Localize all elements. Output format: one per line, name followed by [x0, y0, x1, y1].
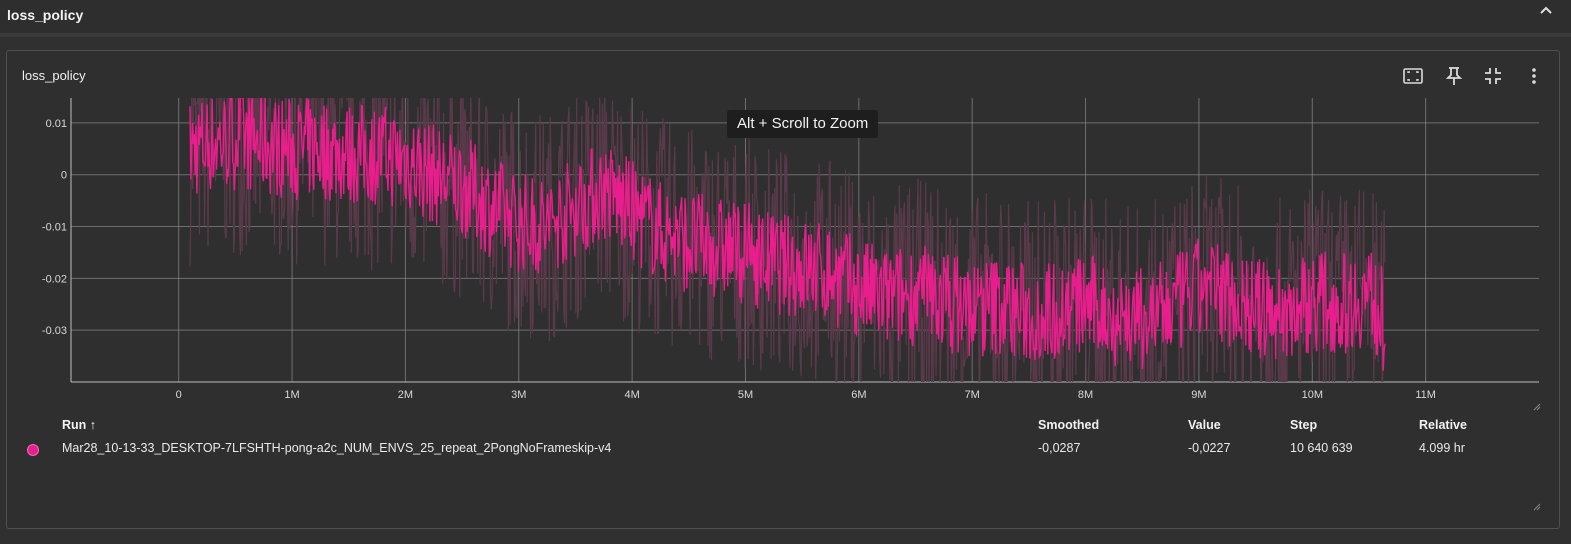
table-header-step[interactable]: Step: [1290, 418, 1318, 432]
run-relative: 4.099 hr: [1419, 441, 1465, 455]
x-tick-label: 8M: [1078, 389, 1093, 401]
resize-handle-icon[interactable]: [1533, 503, 1541, 511]
table-header-run[interactable]: Run ↑: [62, 418, 97, 432]
collapse-icon[interactable]: [1482, 65, 1504, 87]
x-tick-label: 0: [176, 389, 182, 401]
raw-series-line: [189, 98, 1386, 382]
x-tick-label: 1M: [284, 389, 299, 401]
scalar-card: loss_policy 0.01 0 -0.01 -0.02 -0.03 0 1M 2M 3M 4…: [6, 50, 1560, 529]
y-tick-label: 0: [61, 170, 67, 182]
resize-handle-icon[interactable]: [1533, 403, 1541, 411]
line-chart[interactable]: 0.01 0 -0.01 -0.02 -0.03 0 1M 2M 3M 4M 5M 6M 7M 8M 9M 1…: [7, 51, 1557, 401]
x-tick-label: 2M: [398, 389, 413, 401]
run-step: 10 640 639: [1290, 441, 1353, 455]
fit-domain-icon[interactable]: [1402, 65, 1424, 87]
y-tick-label: -0.03: [42, 325, 67, 337]
run-smoothed: -0,0287: [1038, 441, 1081, 455]
run-name: Mar28_10-13-33_DESKTOP-7LFSHTH-pong-a2c_…: [62, 441, 612, 455]
more-vert-icon[interactable]: [1523, 65, 1545, 87]
y-tick-label: 0.01: [46, 118, 67, 130]
card-title: loss_policy: [22, 68, 86, 83]
section-header: loss_policy: [0, 0, 1571, 37]
y-tick-label: -0.01: [42, 222, 67, 234]
zoom-tooltip: Alt + Scroll to Zoom: [727, 110, 879, 138]
pin-icon[interactable]: [1443, 65, 1465, 87]
chevron-up-icon[interactable]: [1538, 3, 1554, 19]
table-header-smoothed[interactable]: Smoothed: [1038, 418, 1100, 432]
table-header-value[interactable]: Value: [1188, 418, 1221, 432]
run-value: -0,0227: [1188, 441, 1231, 455]
x-tick-label: 9M: [1191, 389, 1206, 401]
x-tick-label: 10M: [1302, 389, 1323, 401]
x-tick-label: 7M: [965, 389, 980, 401]
table-header-relative[interactable]: Relative: [1419, 418, 1467, 432]
run-color-dot[interactable]: [27, 444, 39, 456]
y-tick-label: -0.02: [42, 273, 67, 285]
x-tick-label: 3M: [511, 389, 526, 401]
x-tick-label: 4M: [624, 389, 639, 401]
section-title: loss_policy: [7, 7, 84, 23]
x-tick-label: 5M: [738, 389, 753, 401]
x-tick-label: 11M: [1415, 389, 1436, 401]
x-tick-label: 6M: [851, 389, 866, 401]
smoothed-series-line: [189, 98, 1386, 371]
